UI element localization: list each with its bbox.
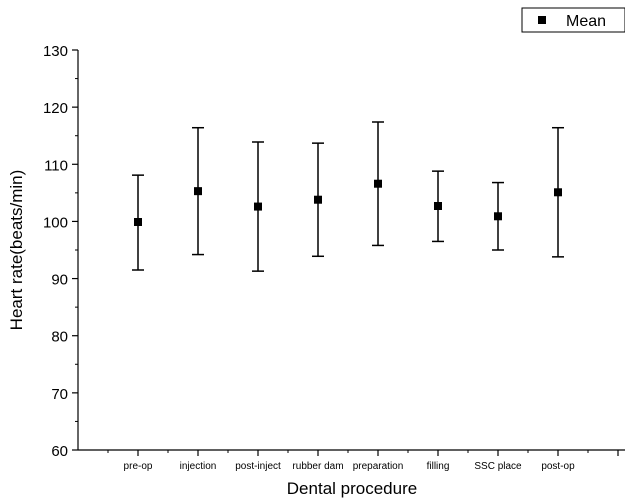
x-axis-label: Dental procedure <box>287 479 417 498</box>
mean-point <box>434 202 442 210</box>
y-tick-label: 130 <box>43 43 68 60</box>
legend-box <box>521 7 625 33</box>
mean-point <box>314 195 322 204</box>
y-ticks: 60 70 80 90 100 110 120 130 <box>43 43 78 460</box>
y-tick-label: 100 <box>43 214 68 231</box>
x-ticks: pre-op injection post-inject rubber dam prep… <box>107 450 619 472</box>
x-tick-label: post-inject <box>235 461 281 472</box>
y-axis-label: Heart rate(beats/min) <box>7 170 26 331</box>
mean-point <box>494 212 502 221</box>
x-tick-label: filling <box>427 461 450 472</box>
x-tick-label: pre-op <box>124 461 153 472</box>
mean-markers <box>134 179 562 226</box>
y-tick-label: 120 <box>43 100 68 117</box>
mean-point <box>194 187 202 196</box>
y-tick-label: 80 <box>51 329 68 346</box>
y-tick-label: 70 <box>51 386 68 403</box>
mean-point <box>254 202 262 211</box>
x-tick-label: preparation <box>353 461 404 472</box>
x-tick-label: injection <box>180 461 217 472</box>
mean-point <box>554 188 562 197</box>
y-tick-label: 90 <box>51 272 68 289</box>
y-tick-label: 60 <box>51 443 68 460</box>
plot-area: 60 70 80 90 100 110 120 130 pre-op injection post… <box>43 43 625 472</box>
legend-marker <box>538 16 546 24</box>
legend-label: Mean <box>566 13 606 30</box>
mean-point <box>374 179 382 188</box>
x-tick-label: SSC place <box>474 461 522 472</box>
x-tick-label: rubber dam <box>292 461 343 472</box>
x-tick-label: post-op <box>541 461 575 472</box>
mean-point <box>134 218 142 226</box>
y-tick-label: 110 <box>44 157 68 174</box>
legend: Mean <box>521 7 625 33</box>
error-bars <box>132 121 564 272</box>
